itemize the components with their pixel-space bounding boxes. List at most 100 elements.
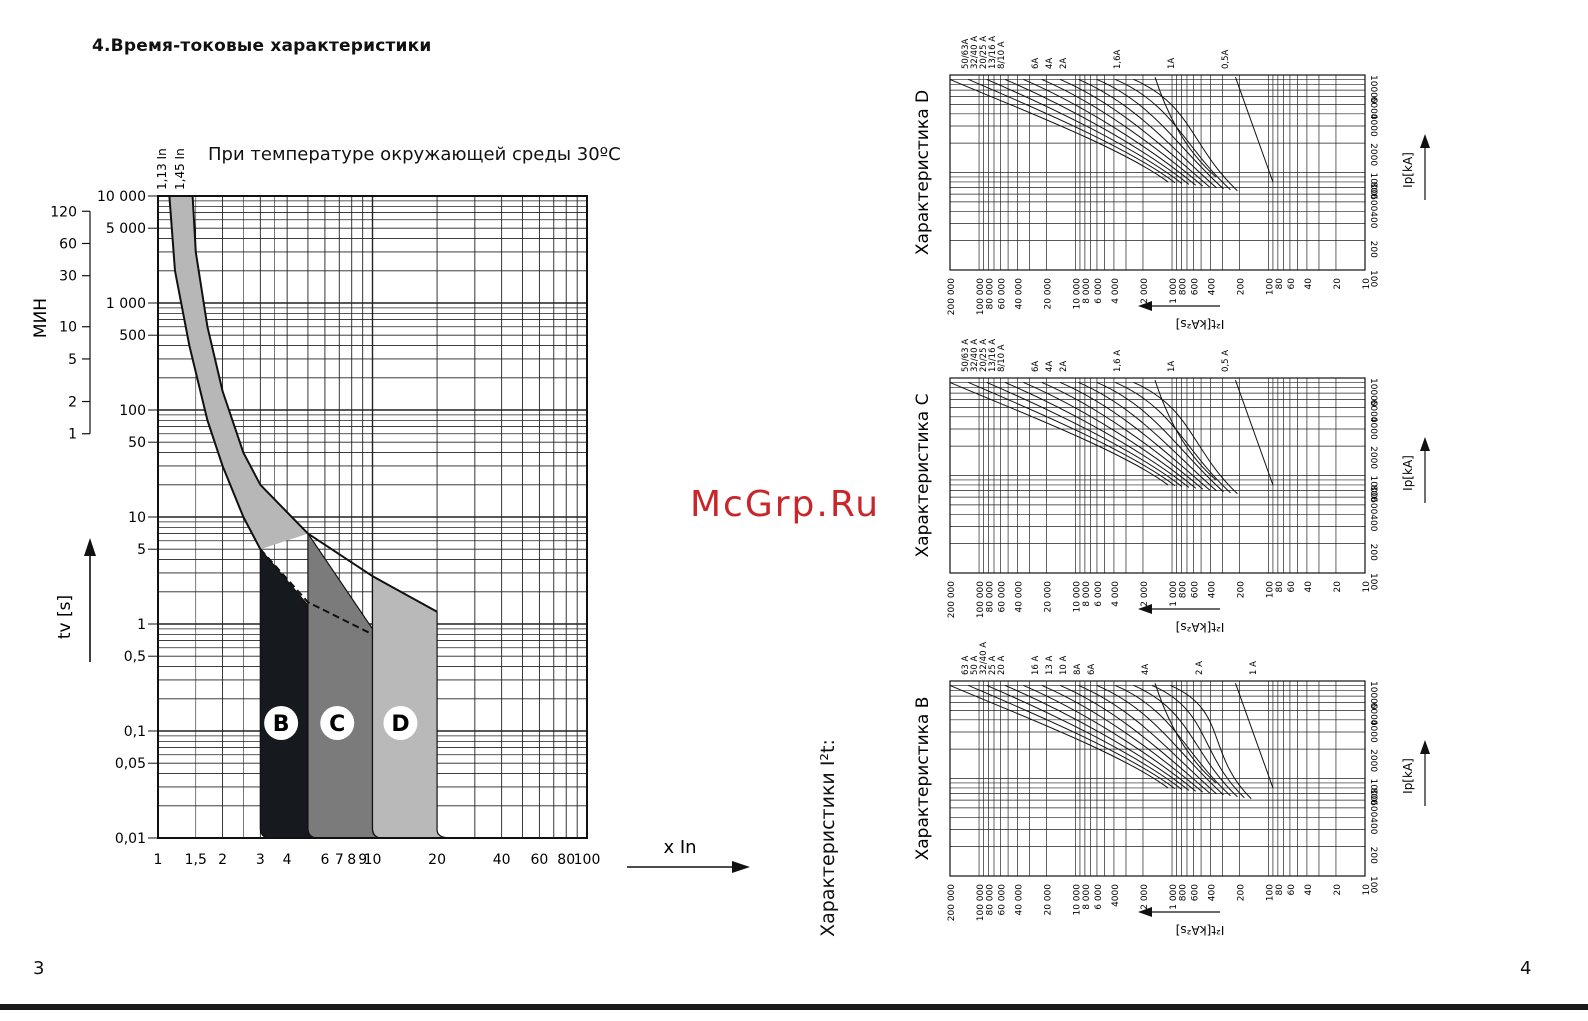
x-tick-label: 400 xyxy=(1207,884,1217,901)
minute-tick-label: 2 xyxy=(68,395,77,411)
bottom-rule xyxy=(0,1004,1588,1010)
i2t-curve xyxy=(968,685,1176,790)
x-tick-label: 20 xyxy=(1333,884,1343,896)
series-label: 16 A xyxy=(1031,655,1041,675)
chart-frame xyxy=(949,377,1366,574)
dashed-boundary xyxy=(259,548,373,636)
i2t-curve xyxy=(1078,382,1217,492)
series-label: 1A xyxy=(1167,361,1177,372)
x-tick-label: 10 xyxy=(364,852,382,868)
series-label: 2A xyxy=(1059,58,1069,69)
upper-curve xyxy=(191,195,309,535)
x-tick-label: 6 xyxy=(320,852,329,868)
x-tick-label: 4 000 xyxy=(1111,581,1121,607)
i2t-curve xyxy=(949,382,1169,486)
y-tick-label: 500 xyxy=(119,328,146,344)
minute-tick-label: 30 xyxy=(59,269,77,285)
i2t-curve xyxy=(986,685,1183,790)
series-label: 13/16 A xyxy=(988,339,998,372)
i2t-chart-title: Характеристика B xyxy=(913,697,933,861)
series-label: 50/63 A xyxy=(961,339,971,372)
i2t-curve xyxy=(1059,382,1210,491)
x-tick-label: 8 000 xyxy=(1082,278,1092,304)
i2t-curve xyxy=(968,382,1176,487)
x-tick-label: 100 000 xyxy=(976,581,986,618)
chart-frame xyxy=(949,74,1366,271)
x-tick-label: 40 000 xyxy=(1014,278,1024,310)
i2t-curve xyxy=(968,79,1176,184)
x-axis-arrow-head xyxy=(732,861,750,873)
series-label: 13/16 A xyxy=(988,36,998,69)
x-tick-label: 10 xyxy=(1362,278,1372,290)
i2t-y-arrow-head xyxy=(1420,437,1430,451)
i2t-y-label: Ip[kA] xyxy=(1401,152,1415,188)
x-tick-label: 2 000 xyxy=(1140,278,1150,304)
y-tick-label: 600 xyxy=(1368,800,1378,817)
i2t-chart-title: Характеристика C xyxy=(913,394,933,558)
i2t-curve xyxy=(986,79,1183,184)
x-tick-label: 100 xyxy=(574,852,601,868)
i2t-x-arrow-head xyxy=(1138,907,1152,917)
x-tick-label: 60 000 xyxy=(997,278,1007,310)
x-axis-label: x In xyxy=(663,837,696,858)
x-tick-label: 400 xyxy=(1207,278,1217,295)
i2t-curve xyxy=(1078,685,1217,795)
i2t-curve xyxy=(1078,79,1217,189)
x-tick-label: 4 000 xyxy=(1111,278,1121,304)
y-tick-label: 4000 xyxy=(1368,417,1378,440)
x-tick-label: 10 000 xyxy=(1073,581,1083,613)
series-label: 1,6A xyxy=(1113,49,1123,69)
page-number-right: 4 xyxy=(1520,958,1532,979)
page-number-left: 3 xyxy=(33,958,45,979)
y-tick-label: 600 xyxy=(1368,497,1378,514)
y-tick-label: 10 000 xyxy=(97,189,146,205)
i2t-y-label: Ip[kA] xyxy=(1401,455,1415,491)
i2t-x-arrow-head xyxy=(1138,604,1152,614)
x-tick-label: 800 xyxy=(1178,884,1188,901)
series-label: 2A xyxy=(1059,361,1069,372)
x-tick-label: 100 000 xyxy=(976,278,986,315)
x-tick-label: 40 xyxy=(1304,884,1314,896)
tripping-band xyxy=(169,196,308,550)
series-label: 32/40 A xyxy=(979,642,989,675)
x-tick-label: 100 xyxy=(1266,884,1276,901)
x-tick-label: 80 000 xyxy=(985,884,995,916)
x-tick-label: 20 000 xyxy=(1043,581,1053,613)
i2t-curve xyxy=(1170,685,1252,800)
y-tick-label: 800 xyxy=(1368,788,1378,805)
i2t-curve xyxy=(1023,382,1197,489)
x-tick-label: 2 xyxy=(218,852,227,868)
i2t-chart-title: Характеристика D xyxy=(913,90,933,255)
x-tick-label: 8 xyxy=(347,852,356,868)
series-label: 8A xyxy=(1073,664,1083,675)
x-tick-label: 40 xyxy=(1304,581,1314,593)
x-tick-label: 100 xyxy=(1266,278,1276,295)
i2t-y-label: Ip[kA] xyxy=(1401,758,1415,794)
series-label: 1,6 A xyxy=(1113,350,1123,372)
upper-boundary xyxy=(307,532,438,613)
lower-curve xyxy=(168,195,262,550)
series-label: 10 A xyxy=(1059,655,1069,675)
y-tick-label: 100 xyxy=(1368,270,1378,287)
i2t-curve xyxy=(1059,685,1210,794)
x-tick-label: 400 xyxy=(1207,581,1217,598)
top-marker-label: 1,13 In xyxy=(155,148,169,190)
i2t-curve xyxy=(949,685,1169,789)
y-tick-label: 0,01 xyxy=(115,831,146,847)
i2t-curve xyxy=(1151,685,1245,799)
i2t-curve xyxy=(1096,685,1224,796)
x-tick-label: 1,5 xyxy=(185,852,207,868)
x-tick-label: 20 xyxy=(1333,581,1343,593)
x-tick-label: 60 000 xyxy=(997,884,1007,916)
x-tick-label: 6 000 xyxy=(1094,884,1104,910)
y-tick-label: 5 000 xyxy=(106,221,146,237)
curve-label-d: D xyxy=(391,712,409,737)
i2t-curve xyxy=(1154,77,1217,178)
y-tick-label: 4000 xyxy=(1368,720,1378,743)
y-tick-label: 200 xyxy=(1368,241,1378,258)
y-tick-label: 1 000 xyxy=(106,296,146,312)
i2t-curve xyxy=(1133,79,1238,192)
i2t-curve xyxy=(1154,683,1217,784)
series-label: 50 A xyxy=(970,655,980,675)
y-tick-label: 6000 xyxy=(1368,97,1378,120)
